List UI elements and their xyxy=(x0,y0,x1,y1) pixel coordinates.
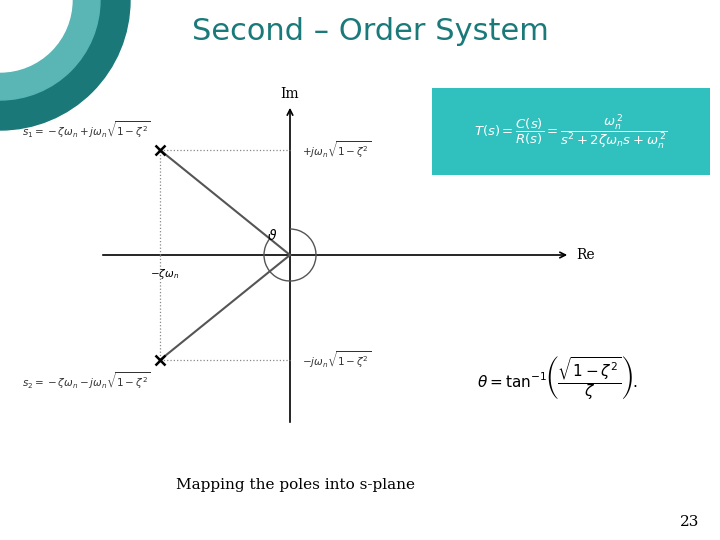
Text: $T(s) = \dfrac{C(s)}{R(s)} = \dfrac{\omega_n^{\,2}}{s^2 + 2\zeta\omega_n s + \om: $T(s) = \dfrac{C(s)}{R(s)} = \dfrac{\ome… xyxy=(474,112,667,151)
Text: $s_1 = -\zeta\omega_n + j\omega_n\sqrt{1-\zeta^2}$: $s_1 = -\zeta\omega_n + j\omega_n\sqrt{1… xyxy=(22,119,150,140)
Circle shape xyxy=(0,0,100,100)
Circle shape xyxy=(0,0,72,72)
Text: Second – Order System: Second – Order System xyxy=(192,17,549,46)
Text: $+j\omega_n\sqrt{1-\zeta^2}$: $+j\omega_n\sqrt{1-\zeta^2}$ xyxy=(302,140,372,160)
Text: Re: Re xyxy=(576,248,595,262)
Text: Mapping the poles into s-plane: Mapping the poles into s-plane xyxy=(176,478,415,492)
Text: 23: 23 xyxy=(680,515,700,529)
Circle shape xyxy=(0,0,130,130)
Text: $\theta = \tan^{-1}\!\left(\dfrac{\sqrt{1-\zeta^2}}{\zeta}\right).$: $\theta = \tan^{-1}\!\left(\dfrac{\sqrt{… xyxy=(477,354,639,402)
Bar xyxy=(432,88,710,175)
Text: $-j\omega_n\sqrt{1-\zeta^2}$: $-j\omega_n\sqrt{1-\zeta^2}$ xyxy=(302,350,372,370)
Text: $\vartheta$: $\vartheta$ xyxy=(267,227,277,242)
Text: $-\zeta\omega_n$: $-\zeta\omega_n$ xyxy=(150,267,179,281)
Text: Im: Im xyxy=(281,87,300,101)
Text: $s_2 = -\zeta\omega_n - j\omega_n\sqrt{1-\zeta^2}$: $s_2 = -\zeta\omega_n - j\omega_n\sqrt{1… xyxy=(22,370,150,390)
